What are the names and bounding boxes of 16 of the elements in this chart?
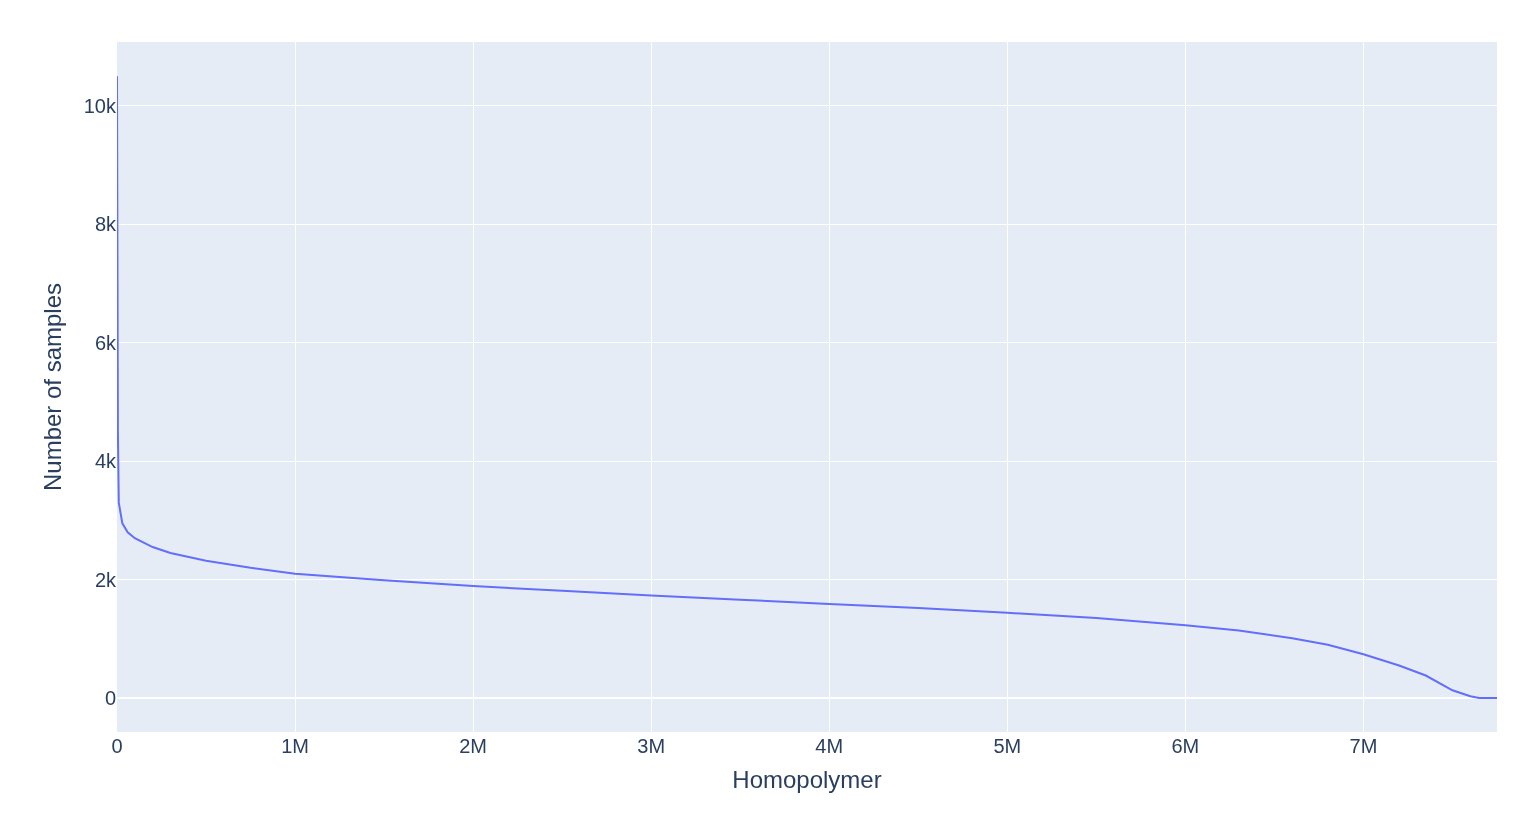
y-tick-label: 10k [83, 94, 117, 117]
line-series [117, 75, 1497, 700]
x-tick-label: 1M [281, 735, 309, 757]
x-tick-label: 6M [1171, 735, 1200, 757]
y-tick-label: 4k [94, 450, 117, 473]
x-tick-label: 2M [459, 735, 488, 757]
y-tick-label: 6k [94, 331, 117, 354]
y-tick-label: 2k [94, 568, 117, 591]
x-tick-label: 3M [637, 735, 666, 757]
x-tick-label: 5M [993, 735, 1022, 757]
y-tick-label: 8k [94, 213, 117, 236]
y-tick-label: 0 [104, 687, 116, 710]
x-tick-label: 4M [815, 735, 844, 757]
x-axis-title: Homopolymer [732, 766, 882, 794]
x-tick-label: 7M [1349, 735, 1378, 757]
y-axis-title: Number of samples [38, 282, 66, 492]
